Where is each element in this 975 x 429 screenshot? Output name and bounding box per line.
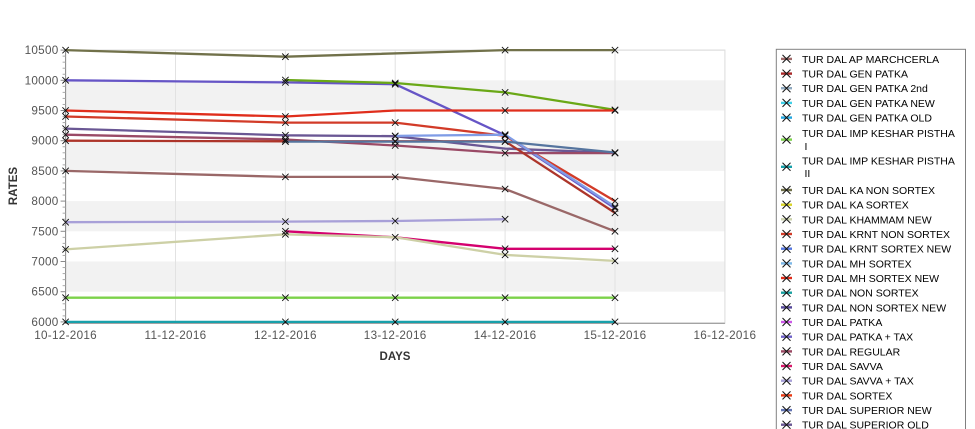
- svg-text:TUR DAL GEN PATKA OLD: TUR DAL GEN PATKA OLD: [802, 113, 932, 125]
- svg-text:TUR DAL KA NON SORTEX: TUR DAL KA NON SORTEX: [802, 185, 935, 197]
- svg-text:9500: 9500: [31, 105, 58, 118]
- svg-text:TUR DAL SORTEX: TUR DAL SORTEX: [802, 390, 892, 402]
- svg-text:11-12-2016: 11-12-2016: [145, 329, 207, 342]
- svg-text:8000: 8000: [31, 195, 58, 208]
- svg-text:TUR DAL GEN PATKA NEW: TUR DAL GEN PATKA NEW: [802, 98, 935, 110]
- svg-text:II: II: [805, 168, 811, 180]
- svg-text:13-12-2016: 13-12-2016: [364, 329, 427, 342]
- svg-text:TUR DAL KRNT NON SORTEX: TUR DAL KRNT NON SORTEX: [802, 229, 950, 241]
- svg-text:6000: 6000: [31, 316, 58, 329]
- svg-text:TUR DAL NON SORTEX NEW: TUR DAL NON SORTEX NEW: [802, 302, 946, 314]
- svg-text:TUR DAL KA SORTEX: TUR DAL KA SORTEX: [802, 200, 909, 212]
- svg-text:7000: 7000: [31, 256, 58, 269]
- svg-text:TUR DAL SAVVA + TAX: TUR DAL SAVVA + TAX: [802, 376, 914, 388]
- svg-text:9000: 9000: [31, 135, 58, 148]
- svg-text:TUR DAL NON SORTEX: TUR DAL NON SORTEX: [802, 288, 919, 300]
- svg-text:TUR DAL IMP KESHAR PISTHA: TUR DAL IMP KESHAR PISTHA: [802, 128, 955, 140]
- svg-text:TUR DAL KRNT SORTEX NEW: TUR DAL KRNT SORTEX NEW: [802, 244, 951, 256]
- svg-text:10500: 10500: [25, 44, 59, 57]
- svg-text:10-12-2016: 10-12-2016: [34, 329, 97, 342]
- svg-text:TUR DAL SAVVA: TUR DAL SAVVA: [802, 361, 883, 373]
- svg-text:12-12-2016: 12-12-2016: [254, 329, 317, 342]
- svg-text:6500: 6500: [31, 286, 58, 299]
- svg-text:TUR DAL GEN PATKA 2nd: TUR DAL GEN PATKA 2nd: [802, 83, 928, 95]
- svg-text:15-12-2016: 15-12-2016: [584, 329, 647, 342]
- svg-text:I: I: [805, 141, 808, 153]
- svg-text:TUR DAL MH SORTEX NEW: TUR DAL MH SORTEX NEW: [802, 273, 939, 285]
- svg-text:TUR DAL PATKA: TUR DAL PATKA: [802, 317, 882, 329]
- svg-text:7500: 7500: [31, 225, 58, 238]
- svg-text:TUR DAL REGULAR: TUR DAL REGULAR: [802, 346, 901, 358]
- svg-text:TUR DAL GEN PATKA: TUR DAL GEN PATKA: [802, 69, 908, 81]
- svg-text:TUR DAL AP MARCHCERLA: TUR DAL AP MARCHCERLA: [802, 54, 939, 66]
- svg-text:16-12-2016: 16-12-2016: [694, 329, 757, 342]
- svg-text:10000: 10000: [25, 74, 59, 87]
- svg-text:DAYS: DAYS: [380, 351, 411, 363]
- svg-text:TUR DAL IMP KESHAR PISTHA: TUR DAL IMP KESHAR PISTHA: [802, 155, 955, 167]
- svg-text:TUR DAL SUPERIOR OLD: TUR DAL SUPERIOR OLD: [802, 420, 929, 429]
- svg-text:8500: 8500: [31, 165, 58, 178]
- svg-text:TUR DAL PATKA + TAX: TUR DAL PATKA + TAX: [802, 332, 913, 344]
- svg-text:TUR DAL MH SORTEX: TUR DAL MH SORTEX: [802, 258, 912, 270]
- svg-text:RATES: RATES: [8, 167, 20, 205]
- svg-text:14-12-2016: 14-12-2016: [474, 329, 537, 342]
- svg-text:TUR DAL KHAMMAM NEW: TUR DAL KHAMMAM NEW: [802, 214, 932, 226]
- svg-text:TUR DAL SUPERIOR NEW: TUR DAL SUPERIOR NEW: [802, 405, 932, 417]
